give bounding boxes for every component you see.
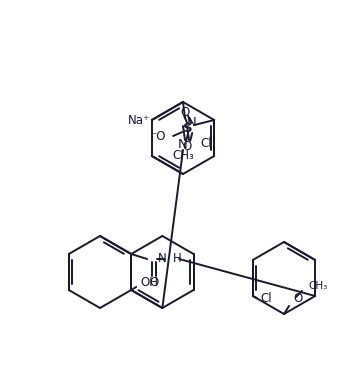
Text: Cl: Cl bbox=[201, 137, 212, 150]
Text: Cl: Cl bbox=[261, 291, 272, 305]
Text: O: O bbox=[150, 276, 159, 290]
Text: CH₃: CH₃ bbox=[172, 149, 194, 162]
Text: CH₃: CH₃ bbox=[308, 281, 327, 291]
Text: O: O bbox=[183, 139, 192, 153]
Text: O: O bbox=[181, 105, 190, 119]
Text: O: O bbox=[293, 292, 302, 306]
Text: H: H bbox=[173, 253, 182, 265]
Text: N: N bbox=[178, 138, 188, 150]
Text: OH: OH bbox=[140, 276, 158, 290]
Text: Na⁺: Na⁺ bbox=[128, 113, 150, 127]
Text: ⁻O: ⁻O bbox=[151, 130, 166, 142]
Text: S: S bbox=[183, 122, 193, 134]
Text: N: N bbox=[157, 253, 166, 265]
Text: N: N bbox=[187, 116, 197, 128]
